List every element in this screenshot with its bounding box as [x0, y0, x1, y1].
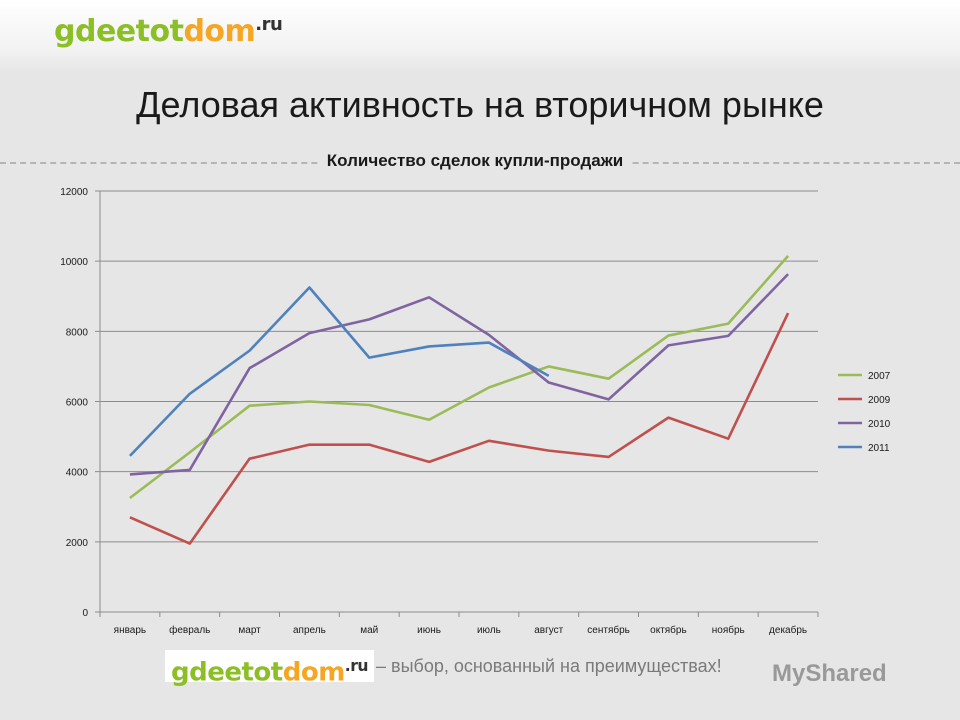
slide-title: Деловая активность на вторичном рынке — [136, 84, 824, 125]
legend-label-2011: 2011 — [868, 443, 890, 454]
x-tick-label: декабрь — [769, 624, 807, 636]
header-logo-part1: gdeetot — [54, 14, 184, 49]
watermark-logo: MyShared — [772, 660, 887, 687]
x-tick-label: октябрь — [650, 624, 687, 636]
chart-title: Количество сделок купли-продажи — [320, 151, 630, 170]
header-logo-suffix: .ru — [255, 14, 283, 35]
footer-logo-part1: gdeetot — [171, 657, 283, 688]
footer-logo[interactable]: gdeetotdom.ru — [165, 650, 375, 688]
chart-legend: 2007 2009 2010 2011 — [838, 371, 891, 454]
chart-series-lines — [128, 255, 790, 545]
x-tick-label: март — [238, 625, 261, 636]
series-line-2011 — [128, 286, 550, 457]
y-tick-label: 2000 — [66, 538, 89, 549]
legend-label-2007: 2007 — [868, 371, 891, 382]
chart-gridlines — [95, 190, 819, 617]
x-tick-label: февраль — [169, 624, 210, 636]
x-tick-label: июль — [477, 625, 501, 636]
header-logo-part2: dom — [183, 14, 256, 49]
series-line-2007 — [129, 255, 790, 500]
y-tick-label: 4000 — [66, 468, 89, 479]
x-tick-label: январь — [114, 625, 146, 636]
x-tick-label: ноябрь — [712, 624, 745, 636]
footer-logo-suffix: .ru — [344, 657, 369, 675]
series-line-2009 — [129, 312, 790, 545]
x-tick-label: апрель — [293, 625, 326, 636]
legend-label-2010: 2010 — [868, 419, 891, 430]
chart-y-tick-labels: 0 2000 4000 6000 8000 10000 12000 — [60, 187, 88, 619]
header-band — [0, 0, 960, 72]
x-tick-label: июнь — [417, 625, 441, 636]
legend-label-2009: 2009 — [868, 395, 891, 406]
y-tick-label: 10000 — [60, 257, 88, 268]
y-tick-label: 6000 — [66, 398, 89, 409]
x-tick-label: май — [360, 625, 378, 636]
y-tick-label: 12000 — [60, 187, 88, 198]
header-logo[interactable]: gdeetotdom.ru — [54, 14, 283, 49]
footer-logo-part2: dom — [282, 657, 346, 688]
series-line-2010 — [129, 273, 790, 476]
y-tick-label: 8000 — [66, 327, 89, 338]
chart-x-tick-labels: январь февраль март апрель май июнь июль август… — [114, 624, 807, 636]
y-tick-label: 0 — [82, 608, 88, 619]
chart-title-wrap: Количество сделок купли-продажи — [0, 151, 950, 171]
x-tick-label: август — [534, 625, 563, 636]
tagline: – выбор, основанный на преимуществах! — [376, 656, 722, 676]
x-tick-label: сентябрь — [587, 624, 630, 636]
